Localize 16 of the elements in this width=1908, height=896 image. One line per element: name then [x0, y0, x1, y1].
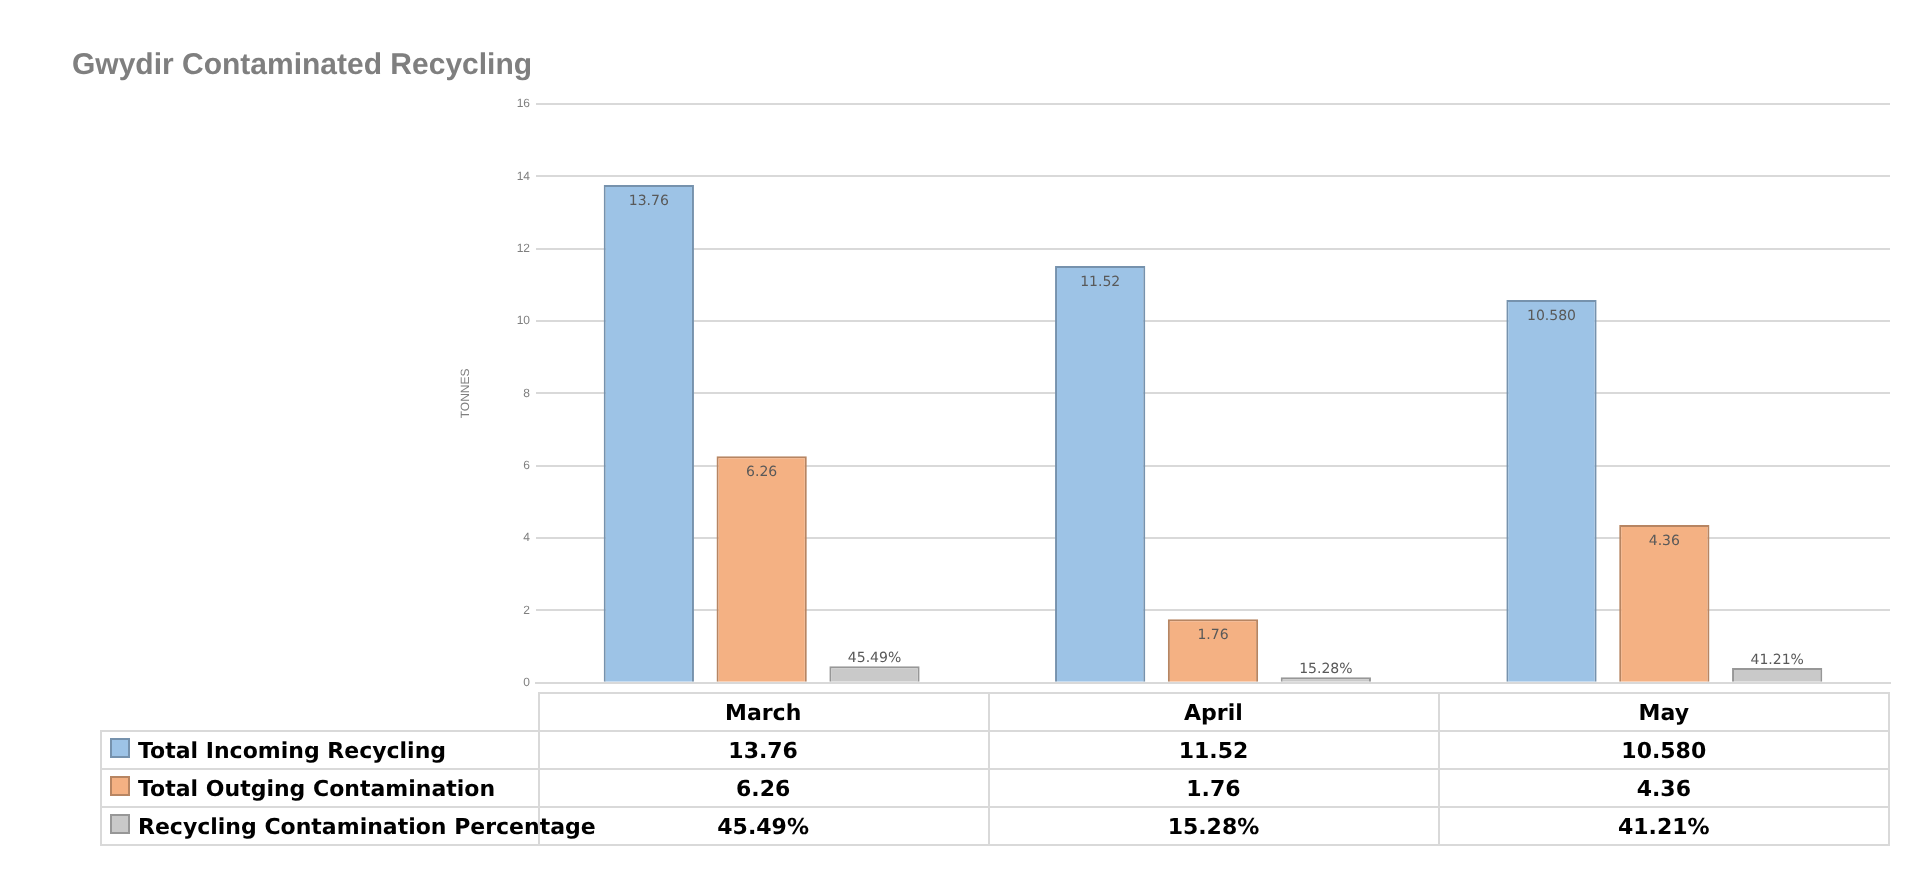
data-label: 10.580: [1438, 731, 1889, 769]
data-label: 41.21%: [1438, 807, 1889, 845]
chart-title: Gwydir Contaminated Recycling: [72, 48, 533, 82]
data-label: 45.49%: [717, 813, 809, 839]
legend-label: Recycling Contamination Percentage: [136, 811, 596, 843]
legend-label: Total Outging Contamination: [101, 769, 538, 807]
data-label: 15.28%: [988, 807, 1439, 845]
x-tick-label: April: [988, 693, 1439, 731]
data-label: 13.76: [538, 731, 989, 769]
legend-label: Total Incoming Recycling: [101, 731, 538, 769]
data-label: 4.36: [1438, 769, 1889, 807]
data-label: 6.26: [538, 769, 989, 807]
x-tick-label: May: [1438, 693, 1889, 731]
data-label: 11.52: [988, 731, 1439, 769]
data-label: 1.76: [988, 769, 1439, 807]
x-tick-label: March: [538, 693, 989, 731]
